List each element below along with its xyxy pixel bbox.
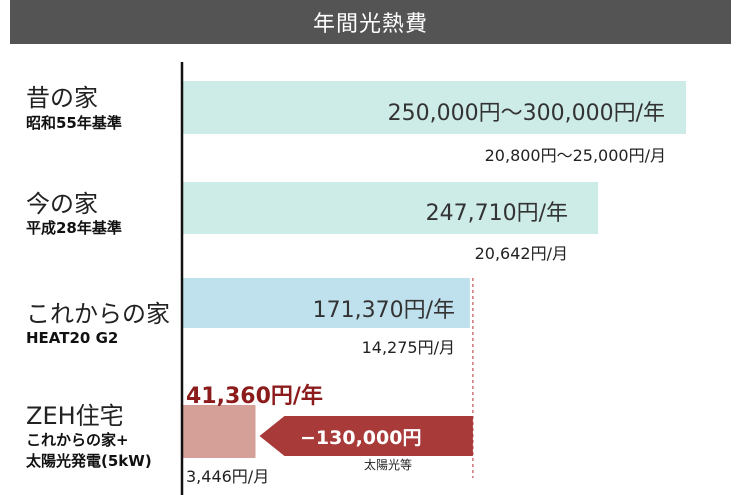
monthly-label-past: 20,800円〜25,000円/月: [484, 146, 666, 165]
category-sub-zeh-line1: これからの家+: [26, 431, 129, 449]
bar-label-future: 171,370円/年: [312, 298, 455, 323]
bar-zeh: [182, 405, 256, 458]
bar-label-past: 250,000円〜300,000円/年: [387, 101, 665, 126]
monthly-label-future: 14,275円/月: [361, 338, 455, 357]
category-sub-zeh-line2: 太陽光発電(5kW): [26, 452, 152, 470]
category-name-future: これからの家: [26, 300, 170, 328]
bar-past: [182, 81, 686, 134]
chart-title-text: 年間光熱費: [312, 12, 428, 37]
category-name-past: 昔の家: [26, 84, 98, 112]
category-name-now: 今の家: [26, 190, 98, 218]
bar-now: [182, 182, 599, 234]
chart-title: 年間光熱費: [10, 0, 731, 44]
solar-offset-arrow: [259, 416, 473, 456]
category-sub-future: HEAT20 G2: [26, 329, 119, 347]
category-sub-past: 昭和55年基準: [26, 114, 122, 132]
category-sub-now: 平成28年基準: [26, 219, 122, 237]
monthly-label-zeh: 3,446円/月: [186, 467, 270, 486]
monthly-label-now: 20,642円/月: [474, 244, 568, 263]
bar-label-now: 247,710円/年: [425, 201, 568, 226]
solar-offset-note: 太陽光等: [364, 458, 413, 472]
bar-future: [182, 278, 470, 328]
category-name-zeh: ZEH住宅: [26, 402, 124, 430]
solar-offset-label: −130,000円: [300, 427, 422, 449]
bar-label-zeh: 41,360円/年: [186, 384, 323, 409]
